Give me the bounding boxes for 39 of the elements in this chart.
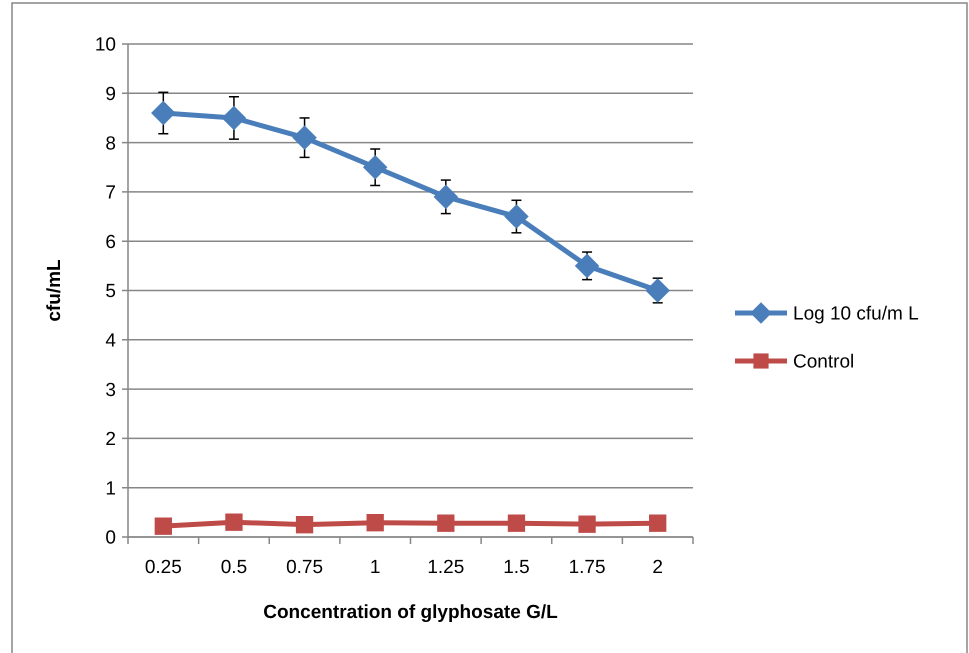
- point: [151, 100, 176, 126]
- y-tick-label: 8: [105, 133, 116, 154]
- point: [362, 155, 388, 180]
- x-tick-label: 1.5: [503, 557, 530, 578]
- point: [645, 278, 670, 303]
- point: [504, 204, 529, 229]
- y-tick-label: 9: [105, 84, 116, 105]
- point: [222, 106, 246, 130]
- y-tick-label: 2: [105, 429, 116, 450]
- x-tick-label: 0.5: [220, 557, 248, 578]
- x-tick-label: 1: [370, 557, 380, 578]
- x-tick-label: 0.25: [144, 557, 182, 578]
- x-tick-label: 1.25: [427, 557, 464, 578]
- point: [366, 514, 384, 532]
- x-tick-label: 2: [652, 557, 663, 578]
- x-tick-label: 0.75: [286, 557, 324, 578]
- y-tick-label: 0: [105, 528, 116, 549]
- y-tick-label: 6: [105, 232, 116, 253]
- point: [649, 514, 666, 532]
- point: [225, 514, 243, 531]
- y-axis-title: cfu/mL: [44, 258, 65, 322]
- y-tick-label: 7: [105, 182, 116, 204]
- point: [154, 517, 172, 535]
- point: [578, 516, 596, 533]
- point: [434, 184, 458, 210]
- point: [292, 125, 317, 150]
- y-tick-label: 1: [105, 478, 116, 500]
- y-tick-label: 10: [94, 34, 116, 56]
- point: [508, 514, 526, 532]
- x-axis-title: Concentration of glyphosate G/L: [263, 602, 558, 623]
- legend-label: Log 10 cfu/m L: [793, 304, 919, 325]
- y-tick-label: 4: [105, 330, 116, 352]
- y-tick-label: 3: [105, 380, 116, 401]
- x-tick-label: 1.75: [568, 557, 606, 578]
- point: [437, 514, 454, 532]
- point: [296, 516, 314, 534]
- legend-label: Control: [793, 352, 854, 373]
- point: [574, 254, 600, 278]
- y-tick-label: 5: [105, 281, 116, 302]
